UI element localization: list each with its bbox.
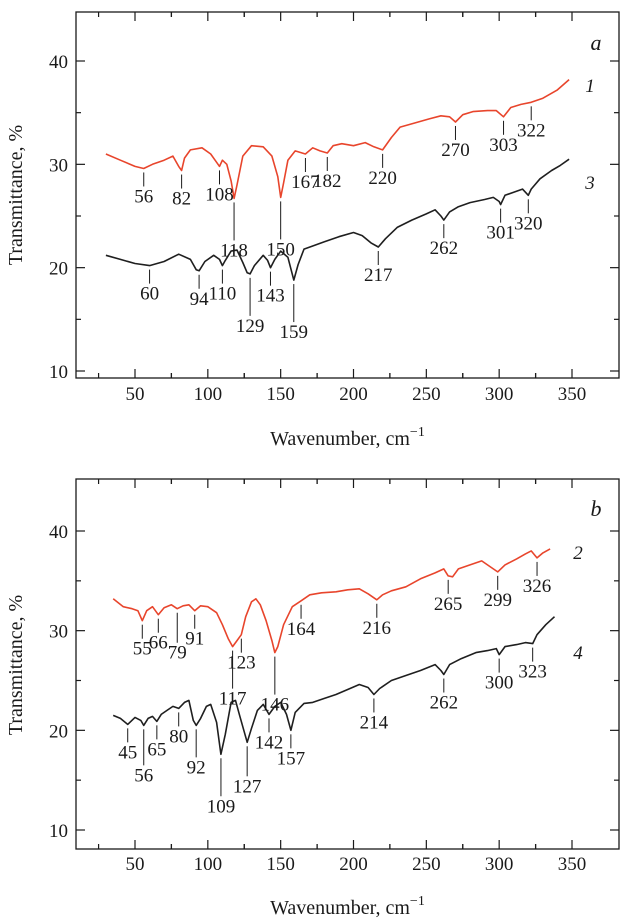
peak-label: 45: [118, 742, 137, 763]
peak-label: 92: [187, 757, 206, 778]
peak-label: 123: [227, 653, 256, 674]
x-tick-label: 100: [194, 384, 223, 405]
peak-label: 143: [256, 286, 285, 307]
peak-label: 157: [277, 748, 306, 769]
y-tick-label: 10: [49, 821, 68, 842]
plot-frame: [75, 478, 620, 850]
peak-label: 110: [209, 284, 237, 305]
peak-label: 91: [185, 629, 204, 650]
peak-label: 108: [205, 184, 234, 205]
peak-label: 146: [261, 695, 290, 716]
x-tick-label: 300: [485, 384, 514, 405]
peak-label: 66: [149, 633, 168, 654]
y-axis-title: Transmittance, %: [5, 125, 27, 265]
peak-label: 220: [368, 168, 397, 189]
peak-label: 56: [134, 765, 153, 786]
x-tick-label: 150: [266, 854, 295, 875]
peak-label: 326: [523, 576, 552, 597]
x-axis-title: Wavenumber, cm−1: [270, 425, 425, 450]
peak-label: 65: [147, 739, 166, 760]
peak-label: 322: [517, 120, 546, 141]
peak-label: 55: [133, 639, 152, 660]
x-tick-label: 300: [485, 854, 514, 875]
peak-label: 182: [313, 171, 342, 192]
x-axis-title-superscript: −1: [410, 894, 425, 909]
peak-label: 159: [280, 322, 309, 343]
peak-label: 216: [363, 618, 392, 639]
peak-label: 299: [483, 590, 512, 611]
y-tick-label: 40: [49, 52, 68, 73]
series-line-2: [112, 548, 551, 654]
curve-label-2: 2: [573, 543, 583, 564]
y-tick-label: 20: [49, 721, 68, 742]
peak-label: 262: [430, 238, 459, 259]
y-tick-label: 30: [49, 622, 68, 643]
peak-label: 127: [233, 776, 262, 797]
x-tick-label: 250: [412, 854, 441, 875]
x-tick-label: 200: [339, 384, 368, 405]
series-line-1: [105, 78, 570, 200]
peak-label: 320: [514, 213, 543, 234]
series-line-4: [112, 616, 556, 756]
peak-label: 262: [430, 693, 459, 714]
peak-label: 109: [207, 796, 236, 817]
peak-label: 80: [169, 726, 188, 747]
y-axis-title: Transmittance, %: [5, 595, 27, 735]
peak-label: 142: [255, 732, 284, 753]
peak-label: 323: [518, 662, 547, 683]
x-tick-label: 150: [266, 384, 295, 405]
curve-label-4: 4: [573, 643, 583, 664]
peak-label: 303: [489, 135, 518, 156]
x-tick-label: 250: [412, 384, 441, 405]
peak-label: 118: [220, 240, 248, 261]
peak-label: 270: [441, 140, 470, 161]
x-tick-label: 350: [558, 854, 587, 875]
panel-b: 50 100 150 200 250 300 350 10 20 30 40 Wavenumber, …: [5, 478, 620, 919]
y-tick-label: 10: [49, 362, 68, 383]
peak-label: 300: [485, 673, 514, 694]
panel-letter: b: [591, 496, 602, 521]
curve-label-1: 1: [585, 76, 595, 97]
peak-label: 150: [266, 239, 295, 260]
plot-frame: [75, 11, 620, 379]
x-tick-label: 100: [194, 854, 223, 875]
panel-a: 50 100 150 200 250 300 350 10 20 30 40 Wavenumber, …: [5, 11, 620, 450]
y-tick-label: 30: [49, 155, 68, 176]
peak-label: 265: [434, 594, 463, 615]
y-tick-label: 20: [49, 259, 68, 280]
peak-label: 82: [172, 189, 191, 210]
peak-label: 94: [190, 289, 210, 310]
y-tick-label: 40: [49, 522, 68, 543]
peak-label: 79: [168, 643, 187, 664]
x-tick-label: 350: [558, 384, 587, 405]
peak-label: 129: [236, 316, 265, 337]
curve-label-3: 3: [584, 173, 595, 194]
peak-label: 60: [140, 284, 159, 305]
peak-label: 301: [486, 223, 515, 244]
x-tick-label: 50: [126, 854, 145, 875]
peak-label: 217: [364, 265, 393, 286]
panel-letter: a: [591, 30, 602, 55]
peak-label: 214: [360, 712, 389, 733]
peak-label: 117: [219, 689, 247, 710]
peak-label: 164: [287, 619, 316, 640]
x-axis-title: Wavenumber, cm−1: [270, 894, 425, 919]
x-axis-title-superscript: −1: [410, 425, 425, 440]
x-tick-label: 200: [339, 854, 368, 875]
peak-label: 167: [291, 172, 320, 193]
series-line-3: [105, 158, 570, 281]
x-tick-label: 50: [126, 384, 145, 405]
peak-label: 56: [134, 186, 153, 207]
